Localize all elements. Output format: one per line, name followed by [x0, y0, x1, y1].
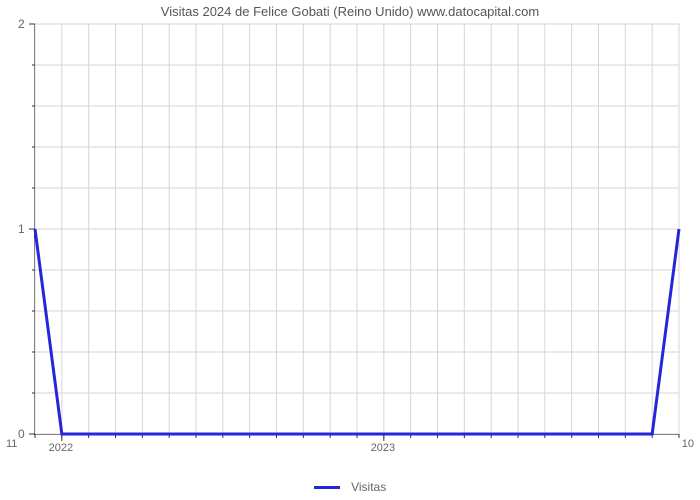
legend: Visitas: [0, 480, 700, 494]
y-tick-label: 0: [18, 427, 25, 441]
chart-svg: [35, 24, 679, 434]
x-tick-label: 2023: [371, 442, 395, 454]
y-tick-label: 2: [18, 17, 25, 31]
x-tick-label: 2022: [49, 442, 73, 454]
x-corner-label-left: 11: [6, 438, 17, 450]
y-tick-label: 1: [18, 222, 25, 236]
chart-container: Visitas 2024 de Felice Gobati (Reino Uni…: [0, 0, 700, 500]
chart-title: Visitas 2024 de Felice Gobati (Reino Uni…: [0, 4, 700, 19]
legend-swatch: [314, 486, 340, 489]
legend-label: Visitas: [351, 480, 386, 494]
plot-area: [34, 24, 679, 435]
x-corner-label-right: 10: [682, 438, 694, 450]
